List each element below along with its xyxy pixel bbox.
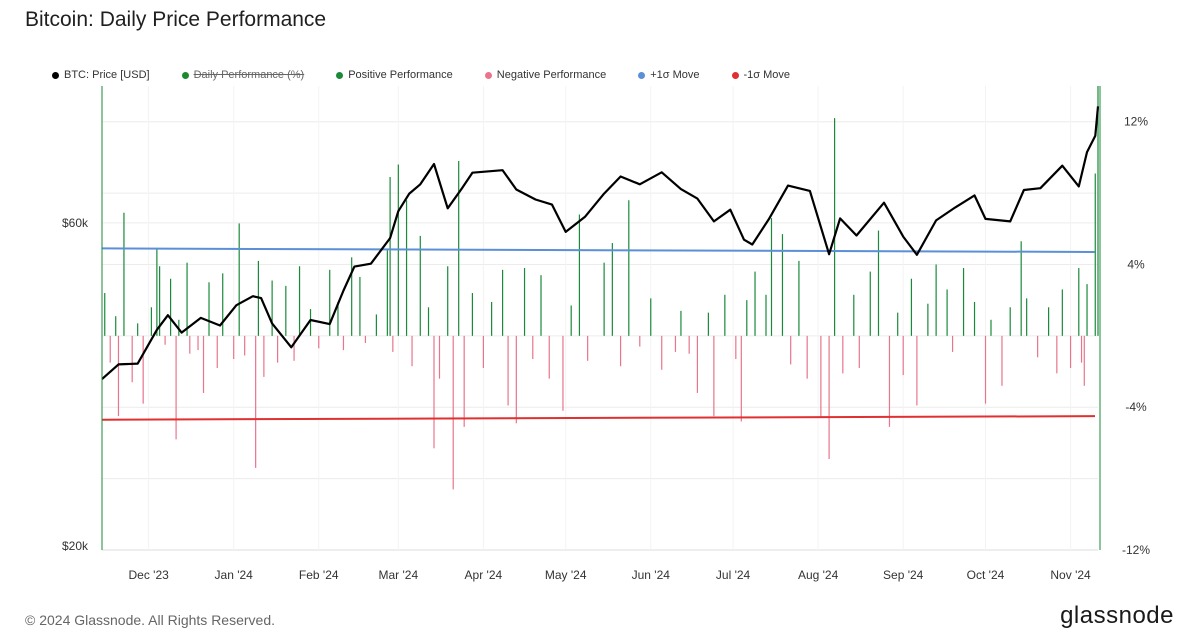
x-tick-label: Feb '24 xyxy=(299,568,339,582)
sigma-lines xyxy=(101,247,1096,421)
btc-price-line xyxy=(101,106,1100,380)
performance-bars xyxy=(104,86,1099,490)
legend-item-price[interactable]: BTC: Price [USD] xyxy=(52,69,150,81)
legend-dot-minus-sigma xyxy=(731,71,739,79)
x-tick-label: Nov '24 xyxy=(1050,568,1091,582)
y-right-tick-label: -4% xyxy=(1125,400,1147,414)
grid-lines xyxy=(102,86,1098,551)
y-right-tick-label: 4% xyxy=(1127,257,1145,271)
y-right-tick-label: -12% xyxy=(1122,543,1150,557)
legend-label-daily-performance: Daily Performance (%) xyxy=(193,69,305,81)
plus-1-sigma-line xyxy=(101,247,1096,253)
axes: Dec '23 Jan '24 Feb '24 Mar '24 Apr '24 May '… xyxy=(62,86,1150,582)
legend-dot-negative xyxy=(484,71,492,79)
legend-dot-price xyxy=(52,71,59,79)
y-left-tick-label: $20k xyxy=(62,539,89,553)
legend-dot-plus-sigma xyxy=(638,71,646,79)
legend-label-negative: Negative Performance xyxy=(496,69,607,81)
x-tick-label: Dec '23 xyxy=(128,568,169,582)
copyright-footer: © 2024 Glassnode. All Rights Reserved. xyxy=(25,612,276,628)
y-right-tick-label: 12% xyxy=(1124,115,1148,129)
legend-item-positive[interactable]: Positive Performance xyxy=(336,69,453,81)
price-line-layer xyxy=(101,106,1100,380)
chart-title: Bitcoin: Daily Price Performance xyxy=(25,8,327,31)
x-tick-label: Sep '24 xyxy=(883,568,924,582)
x-tick-label: Aug '24 xyxy=(798,568,839,582)
minus-1-sigma-line xyxy=(101,415,1096,421)
x-tick-label: Mar '24 xyxy=(379,568,419,582)
x-tick-label: Jan '24 xyxy=(215,568,254,582)
legend-dot-daily-performance xyxy=(181,71,189,79)
legend-label-plus-sigma: +1σ Move xyxy=(650,69,700,81)
y-left-tick-label: $60k xyxy=(62,216,89,230)
x-tick-label: Jul '24 xyxy=(716,568,751,582)
chart-legend: BTC: Price [USD] Daily Performance (%) P… xyxy=(52,69,822,81)
legend-label-positive: Positive Performance xyxy=(348,69,453,81)
x-tick-label: Jun '24 xyxy=(632,568,671,582)
legend-dot-positive xyxy=(336,71,344,79)
glassnode-logo: glassnode xyxy=(1060,602,1174,629)
legend-label-price: BTC: Price [USD] xyxy=(64,69,150,81)
x-tick-label: May '24 xyxy=(545,568,587,582)
x-tick-label: Apr '24 xyxy=(465,568,503,582)
legend-item-minus-sigma[interactable]: -1σ Move xyxy=(731,69,791,81)
x-tick-label: Oct '24 xyxy=(967,568,1005,582)
legend-item-negative[interactable]: Negative Performance xyxy=(484,69,607,81)
legend-item-plus-sigma[interactable]: +1σ Move xyxy=(638,69,700,81)
legend-item-daily-performance[interactable]: Daily Performance (%) xyxy=(181,69,305,81)
legend-label-minus-sigma: -1σ Move xyxy=(743,69,791,81)
